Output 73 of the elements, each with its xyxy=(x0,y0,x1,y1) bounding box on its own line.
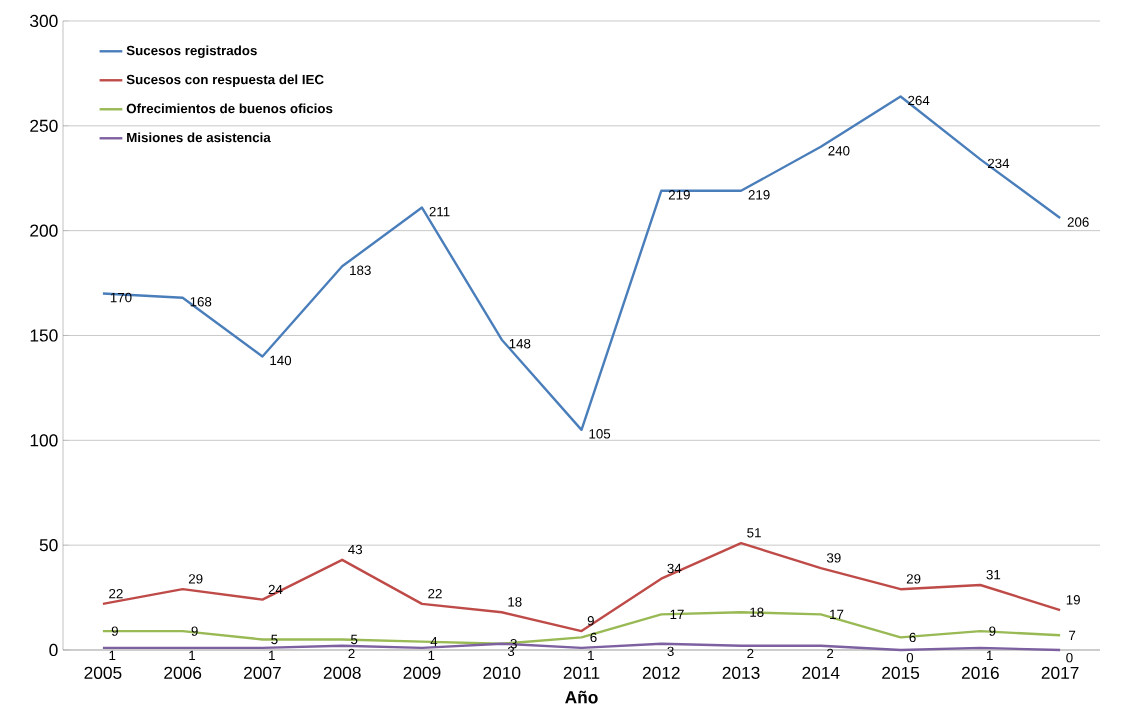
x-tick-label: 2011 xyxy=(563,666,600,679)
data-label: 3 xyxy=(667,646,674,657)
data-label: 211 xyxy=(429,206,450,217)
data-label: 0 xyxy=(1066,652,1073,663)
x-tick-label: 2009 xyxy=(403,666,441,679)
legend-label: Ofrecimientos de buenos oficios xyxy=(126,103,333,114)
data-label: 168 xyxy=(190,297,212,307)
data-label: 6 xyxy=(590,632,597,643)
data-label: 9 xyxy=(989,626,996,636)
x-tick-label: 2014 xyxy=(802,666,840,679)
x-tick-label: 2015 xyxy=(882,666,920,679)
y-tick-label: 100 xyxy=(30,434,58,447)
legend-label: Misiones de asistencia xyxy=(127,132,271,143)
data-label: 1 xyxy=(109,650,116,660)
data-label: 1 xyxy=(269,650,275,660)
data-label: 0 xyxy=(906,652,914,663)
x-tick-label: 2005 xyxy=(84,666,122,679)
y-tick-label: 200 xyxy=(30,224,58,237)
x-tick-label: 2010 xyxy=(483,666,521,679)
data-label: 1 xyxy=(986,650,993,660)
data-label: 1 xyxy=(189,650,196,660)
data-label: 264 xyxy=(908,95,930,106)
data-label: 51 xyxy=(747,528,761,538)
data-label: 18 xyxy=(508,597,522,607)
data-label: 9 xyxy=(587,616,594,626)
data-label: 2 xyxy=(827,648,834,659)
x-tick-label: 2007 xyxy=(244,666,281,679)
y-tick-label: 0 xyxy=(49,643,58,657)
data-label: 240 xyxy=(828,146,850,156)
data-label: 183 xyxy=(350,265,371,276)
data-label: 9 xyxy=(111,626,118,636)
x-tick-label: 2006 xyxy=(164,666,202,679)
data-label: 29 xyxy=(188,574,203,584)
data-label: 170 xyxy=(110,292,132,303)
data-label: 105 xyxy=(589,429,611,439)
x-tick-label: 2013 xyxy=(722,666,760,679)
x-tick-label: 2012 xyxy=(642,666,680,679)
y-tick-label: 150 xyxy=(30,329,58,342)
data-label: 7 xyxy=(1069,630,1076,640)
data-label: 234 xyxy=(987,158,1010,169)
data-label: 43 xyxy=(348,544,363,555)
data-label: 219 xyxy=(668,190,690,200)
data-label: 29 xyxy=(906,574,921,584)
data-label: 22 xyxy=(109,588,123,599)
data-label: 6 xyxy=(909,632,916,643)
y-tick-label: 300 xyxy=(30,14,58,28)
data-label: 39 xyxy=(826,553,841,563)
data-label: 17 xyxy=(830,609,844,619)
data-label: 219 xyxy=(748,190,770,200)
x-tick-label: 2008 xyxy=(323,666,361,679)
data-label: 2 xyxy=(747,648,754,659)
data-label: 1 xyxy=(588,650,594,660)
x-tick-label: 2017 xyxy=(1041,666,1079,679)
legend-label: Sucesos con respuesta del IEC xyxy=(126,74,324,87)
data-label: 34 xyxy=(667,563,682,574)
data-label: 9 xyxy=(191,626,198,636)
data-label: 206 xyxy=(1067,217,1089,227)
data-label: 140 xyxy=(270,355,292,366)
data-label: 18 xyxy=(750,607,764,617)
data-label: 19 xyxy=(1066,595,1080,605)
data-label: 24 xyxy=(268,584,283,595)
legend-label: Sucesos registrados xyxy=(126,45,257,58)
data-label: 1 xyxy=(428,650,435,660)
y-tick-label: 250 xyxy=(30,119,58,132)
data-label: 5 xyxy=(271,634,278,645)
data-label: 31 xyxy=(986,569,1001,580)
data-label: 148 xyxy=(509,338,531,349)
x-tick-label: 2016 xyxy=(961,666,999,679)
x-axis-title: Año xyxy=(565,690,598,704)
data-label: 22 xyxy=(428,588,442,599)
data-label: 17 xyxy=(670,609,684,619)
y-tick-label: 50 xyxy=(39,539,58,552)
data-label: 2 xyxy=(348,648,355,659)
